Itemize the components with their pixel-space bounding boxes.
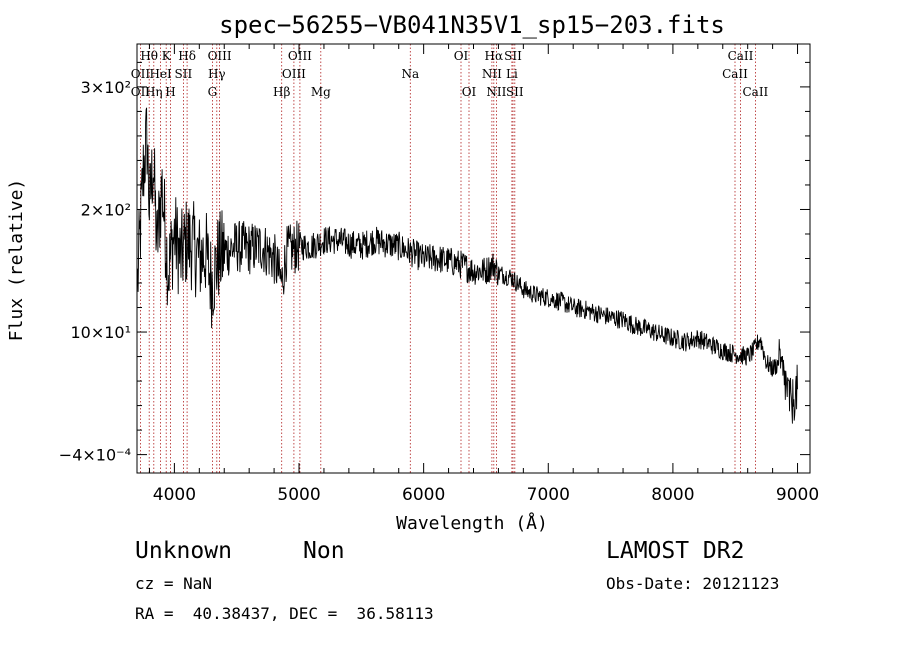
x-tick-label: 7000 [527, 485, 570, 505]
line-mark-label: CaII [728, 49, 754, 63]
line-mark-label: Hθ [140, 49, 158, 63]
x-tick-label: 8000 [651, 485, 694, 505]
line-mark-label: SII [175, 67, 193, 81]
line-mark-label: OII [131, 67, 151, 81]
survey-name: LAMOST DR2 [606, 538, 745, 564]
line-mark-label: Hα [485, 49, 504, 63]
line-mark-label: Na [401, 67, 419, 81]
y-tick-label: 10×10¹ [70, 323, 131, 342]
line-mark-label: SII [504, 49, 522, 63]
spectrum-line [137, 107, 798, 424]
line-mark-label: Li [506, 67, 518, 81]
line-mark-label: OII [131, 85, 151, 99]
line-mark-label: HeI [149, 67, 172, 81]
line-mark-label: G [208, 85, 218, 99]
line-mark-label: OI [454, 49, 469, 63]
redshift-value: cz = NaN [135, 574, 213, 593]
object-class: Unknown [135, 538, 232, 564]
line-mark-label: CaII [722, 67, 748, 81]
line-mark-label: OIII [208, 49, 232, 63]
y-axis: −4×10⁻⁴ 10×10¹ 2×10² 3×10² [59, 61, 810, 465]
chart-title: spec−56255−VB041N35V1_sp15−203.fits [219, 11, 725, 39]
line-mark-label: SII [506, 85, 524, 99]
x-tick-label: 6000 [402, 485, 445, 505]
line-mark-label: Hβ [273, 85, 290, 99]
x-tick-label: 9000 [776, 485, 819, 505]
x-tick-label: 5000 [277, 485, 320, 505]
line-mark-label: CaII [742, 85, 768, 99]
y-tick-label: 3×10² [81, 78, 131, 97]
line-mark-label: OI [462, 85, 477, 99]
y-axis-label: Flux (relative) [6, 179, 27, 342]
line-mark-label: H [165, 85, 175, 99]
line-mark-label: NII [482, 67, 502, 81]
spectrum-series [137, 107, 798, 424]
line-mark-label: OIII [282, 67, 306, 81]
y-tick-label: 2×10² [81, 200, 131, 219]
x-tick-label: 4000 [153, 485, 196, 505]
x-axis-label: Wavelength (Å) [396, 512, 548, 534]
line-mark-label: OIII [288, 49, 312, 63]
line-mark-label: NII [486, 85, 506, 99]
x-axis: 4000 5000 6000 7000 8000 9000 [148, 44, 819, 505]
line-mark-label: Hγ [208, 67, 226, 81]
line-mark-label: Mg [311, 85, 331, 99]
line-mark-label: K [162, 49, 172, 63]
line-mark-label: Hη [145, 85, 163, 99]
object-subclass: Non [303, 538, 345, 564]
line-mark-label: Hδ [178, 49, 196, 63]
coordinates: RA = 40.38437, DEC = 36.58113 [135, 604, 434, 623]
observation-date: Obs-Date: 20121123 [606, 574, 780, 593]
y-tick-label: −4×10⁻⁴ [59, 446, 131, 465]
